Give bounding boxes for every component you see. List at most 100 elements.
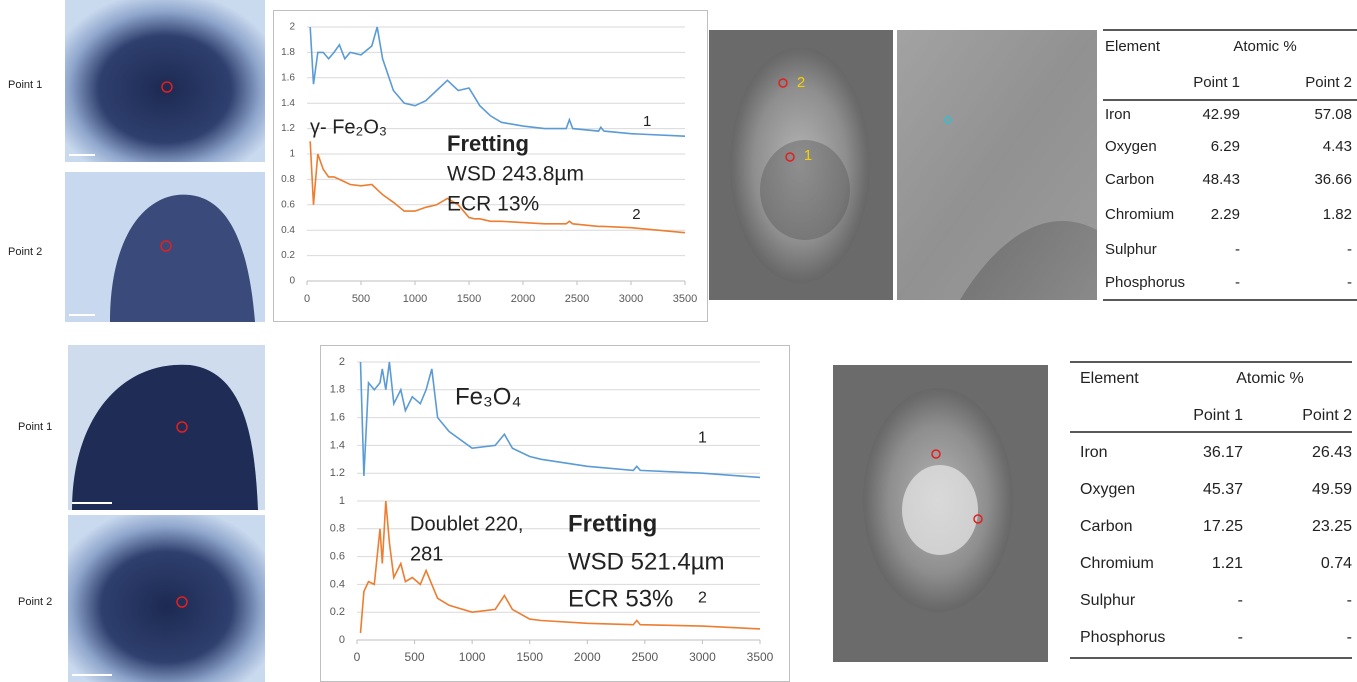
table-cell: 4.43 [1323, 138, 1352, 155]
chart-frame [273, 10, 708, 322]
sem-point-label: 1 [804, 147, 812, 164]
table-header: Atomic % [1236, 370, 1304, 387]
y-tick-label: 0.6 [281, 199, 295, 210]
annotation: 281 [410, 543, 443, 565]
chart-frame [320, 345, 790, 682]
annotation: ECR 13% [447, 193, 539, 216]
point-label: Point 2 [8, 246, 42, 258]
table-cell: Carbon [1105, 171, 1154, 188]
annotation: ECR 53% [568, 585, 673, 612]
y-tick-label: 1.8 [281, 47, 295, 58]
table-cell: 1.82 [1323, 206, 1352, 223]
x-tick-label: 1500 [457, 293, 481, 305]
series-label: 1 [698, 430, 707, 447]
table-cell: - [1235, 241, 1240, 258]
y-tick-label: 2 [289, 22, 295, 33]
table-cell: 36.17 [1203, 444, 1243, 461]
y-tick-label: 2 [339, 356, 345, 368]
series-label: 2 [632, 206, 640, 223]
table-cell: Sulphur [1080, 592, 1136, 609]
point-label: Point 1 [18, 421, 52, 433]
table-cell: 23.25 [1312, 518, 1352, 535]
table-cell: Iron [1105, 106, 1131, 123]
optical-images [65, 0, 265, 682]
annotation: Doublet 220, [410, 513, 523, 535]
table-header: Element [1105, 38, 1161, 55]
series-label: 1 [643, 113, 651, 130]
point-label: Point 2 [18, 596, 52, 608]
x-tick-label: 1500 [516, 650, 543, 664]
y-tick-label: 1 [289, 149, 295, 160]
table-cell: Carbon [1080, 518, 1132, 535]
table-cell: - [1235, 274, 1240, 291]
x-tick-label: 3000 [689, 650, 716, 664]
table-cell: 45.37 [1203, 481, 1243, 498]
table-subheader: Point 2 [1302, 407, 1352, 424]
table-cell: - [1347, 274, 1352, 291]
x-tick-label: 0 [304, 293, 310, 305]
x-tick-label: 2500 [565, 293, 589, 305]
table-cell: 17.25 [1203, 518, 1243, 535]
table-cell: - [1347, 241, 1352, 258]
table-subheader: Point 1 [1193, 74, 1240, 91]
y-tick-label: 1 [339, 495, 345, 507]
series-label: 2 [698, 590, 707, 607]
table-cell: Sulphur [1105, 241, 1157, 258]
table-cell: 2.29 [1211, 206, 1240, 223]
series-line [309, 26, 686, 137]
y-tick-label: 0.6 [330, 551, 345, 563]
table-cell: 49.59 [1312, 481, 1352, 498]
table-cell: Phosphorus [1105, 274, 1185, 291]
table-subheader: Point 2 [1305, 74, 1352, 91]
series-line [359, 500, 761, 634]
y-tick-label: 0.8 [330, 523, 345, 535]
x-tick-label: 1000 [403, 293, 427, 305]
annotation: WSD 243.8µm [447, 163, 584, 186]
y-tick-label: 0.4 [330, 578, 345, 590]
x-tick-label: 500 [405, 650, 425, 664]
annotation: γ- Fe₂O₃ [310, 116, 387, 138]
table-cell: 0.74 [1321, 555, 1352, 572]
x-tick-label: 500 [352, 293, 370, 305]
y-tick-label: 0.4 [281, 225, 295, 236]
y-tick-label: 1.6 [330, 412, 345, 424]
y-tick-label: 0 [289, 276, 295, 287]
table-cell: - [1238, 592, 1243, 609]
table-cell: 36.66 [1314, 171, 1352, 188]
y-tick-label: 1.4 [281, 98, 295, 109]
table-header: Element [1080, 370, 1139, 387]
series-line [309, 141, 686, 234]
annotation: Fretting [447, 131, 529, 156]
annotation: WSD 521.4µm [568, 548, 725, 575]
table-header: Atomic % [1233, 38, 1296, 55]
table-cell: - [1238, 629, 1243, 646]
x-tick-label: 2000 [511, 293, 535, 305]
annotation: Fretting [568, 510, 657, 537]
table-cell: Oxygen [1105, 138, 1157, 155]
table-cell: Chromium [1080, 555, 1154, 572]
table-cell: 1.21 [1212, 555, 1243, 572]
x-tick-label: 1000 [459, 650, 486, 664]
sem-point-label: 2 [797, 74, 805, 91]
table-cell: 48.43 [1202, 171, 1240, 188]
sem-images [709, 30, 1097, 662]
table-cell: - [1347, 592, 1352, 609]
y-tick-label: 1.6 [281, 72, 295, 83]
y-tick-label: 1.2 [330, 467, 345, 479]
x-tick-label: 0 [354, 650, 361, 664]
series-line [359, 361, 761, 479]
x-tick-label: 3000 [619, 293, 643, 305]
table-cell: Phosphorus [1080, 629, 1165, 646]
table-subheader: Point 1 [1193, 407, 1243, 424]
y-tick-label: 0.8 [281, 174, 295, 185]
point-label: Point 1 [8, 79, 42, 91]
x-tick-label: 2500 [632, 650, 659, 664]
x-tick-label: 3500 [747, 650, 774, 664]
table-cell: - [1347, 629, 1352, 646]
y-tick-label: 0 [339, 634, 345, 646]
y-tick-label: 0.2 [330, 606, 345, 618]
y-tick-label: 0.2 [281, 250, 295, 261]
x-tick-label: 2000 [574, 650, 601, 664]
table-cell: 26.43 [1312, 444, 1352, 461]
